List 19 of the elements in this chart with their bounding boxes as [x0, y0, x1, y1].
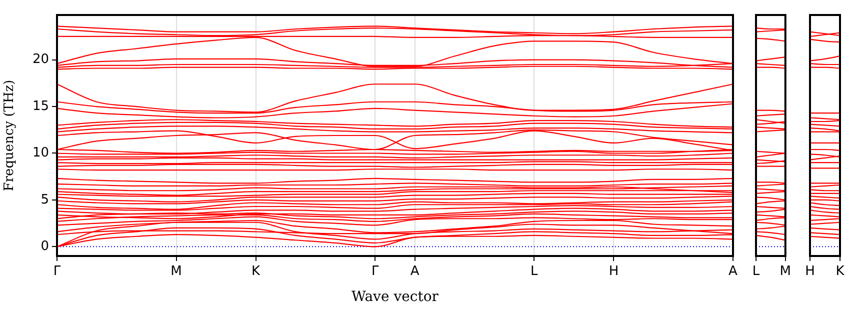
x-tick-label: L: [752, 264, 760, 280]
y-tick-label: 5: [40, 192, 49, 208]
x-tick-label: M: [780, 264, 791, 280]
y-tick-label: 15: [32, 98, 49, 114]
y-tick-label: 0: [40, 239, 49, 254]
x-tick-label: H: [805, 264, 815, 280]
x-axis-title: Wave vector: [352, 289, 439, 306]
x-tick-label: K: [252, 264, 261, 280]
x-tick-label: Γ: [53, 264, 62, 280]
x-tick-label: H: [608, 264, 619, 280]
y-tick-label: 20: [32, 52, 49, 68]
x-tick-label: L: [530, 264, 539, 280]
x-tick-label: K: [836, 264, 845, 280]
x-tick-label: A: [410, 264, 420, 280]
y-axis-title: Frequency (THz): [2, 80, 18, 192]
x-tick-label: M: [170, 264, 182, 280]
x-tick-label: Γ: [371, 264, 380, 280]
y-tick-label: 10: [32, 146, 49, 161]
x-tick-label: A: [728, 264, 738, 280]
